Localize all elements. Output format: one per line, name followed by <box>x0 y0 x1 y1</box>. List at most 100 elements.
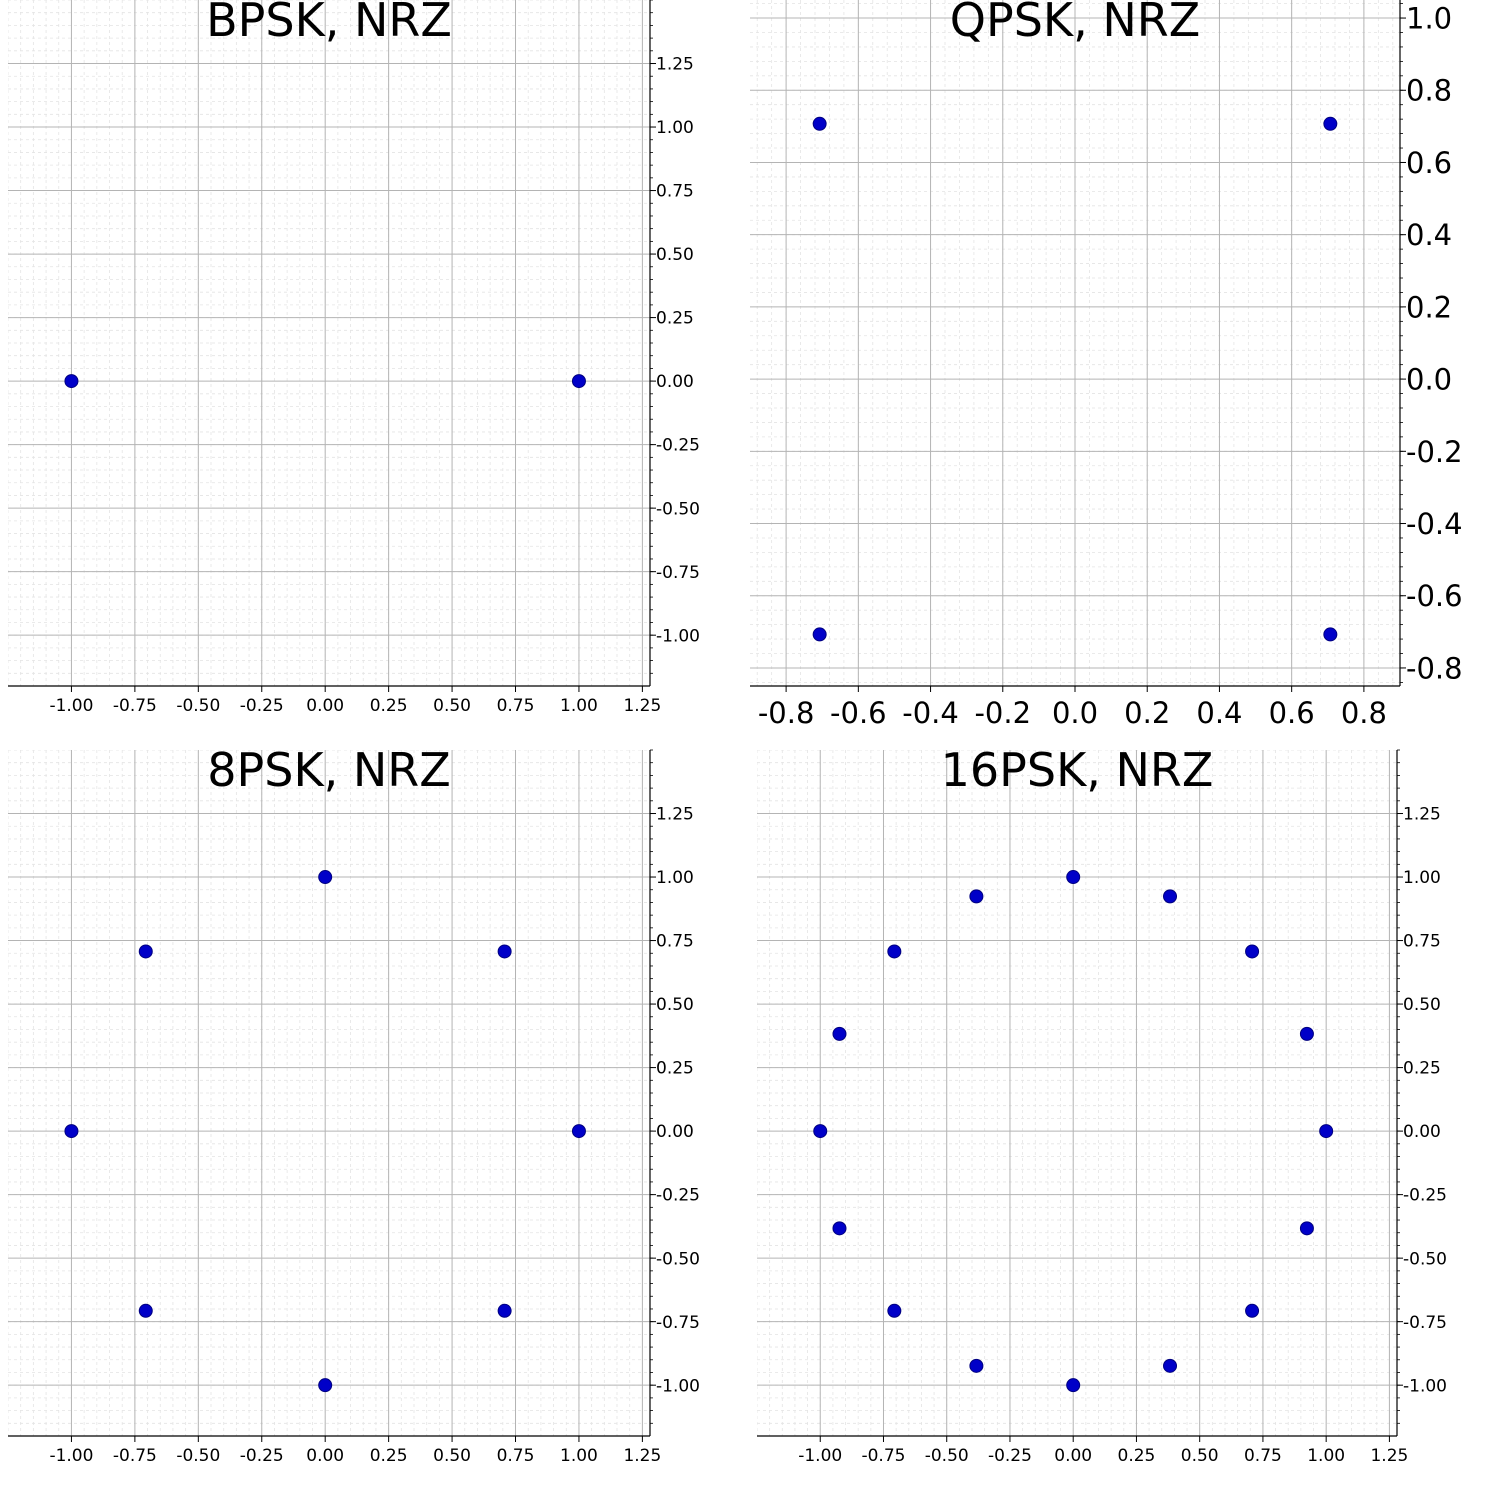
constellation-point <box>812 627 827 642</box>
y-tick-label: -0.75 <box>656 1313 700 1333</box>
x-tick-label: 0.25 <box>370 696 408 716</box>
x-tick-label: 0.25 <box>370 1446 408 1466</box>
constellation-point <box>318 1378 333 1393</box>
constellation-point <box>1319 1124 1334 1139</box>
x-tick-label: -0.25 <box>988 1446 1032 1466</box>
x-tick-label: 0.75 <box>497 696 535 716</box>
y-tick-label: -0.2 <box>1406 435 1463 469</box>
constellation-point <box>887 1303 902 1318</box>
constellation-point <box>1066 1378 1081 1393</box>
constellation-point <box>969 889 984 904</box>
chart-panel-1: -1.00 -0.75 -0.50 -0.25 0.00 0.25 0.50 0.75 1.00… <box>8 0 700 716</box>
y-tick-label: -0.25 <box>656 436 700 456</box>
y-tick-label: 1.0 <box>1406 1 1452 35</box>
x-tick-label: 1.25 <box>623 696 661 716</box>
y-tick-label: 0.25 <box>656 309 694 329</box>
x-tick-label: -0.8 <box>758 696 815 730</box>
constellation-point <box>497 944 512 959</box>
chart-title: 8PSK, NRZ <box>207 743 451 797</box>
x-tick-label: 0.2 <box>1124 696 1170 730</box>
y-tick-label: 0.50 <box>656 995 694 1015</box>
constellation-point <box>318 870 333 885</box>
x-tick-label: 0.75 <box>497 1446 535 1466</box>
constellation-point <box>571 374 586 389</box>
x-tick-label: -0.50 <box>176 1446 220 1466</box>
constellation-point <box>969 1358 984 1373</box>
y-tick-label: 0.50 <box>1403 995 1441 1015</box>
y-tick-label: 1.25 <box>656 805 694 825</box>
x-tick-label: -0.2 <box>974 696 1031 730</box>
constellation-point <box>1245 1303 1260 1318</box>
y-tick-label: -0.25 <box>1403 1186 1447 1206</box>
x-tick-label: -1.00 <box>49 1446 93 1466</box>
y-tick-label: -0.50 <box>656 499 700 519</box>
x-tick-label: 1.25 <box>1370 1446 1408 1466</box>
y-tick-label: -1.00 <box>656 1376 700 1396</box>
x-tick-label: 1.00 <box>560 1446 598 1466</box>
constellation-point <box>64 374 79 389</box>
y-tick-label: -0.75 <box>1403 1313 1447 1333</box>
x-tick-label: -0.75 <box>861 1446 905 1466</box>
constellation-point <box>832 1221 847 1236</box>
y-tick-label: 0.50 <box>656 245 694 265</box>
constellation-point <box>64 1124 79 1139</box>
x-tick-label: 0.0 <box>1052 696 1098 730</box>
constellation-point <box>1323 627 1338 642</box>
x-tick-label: 0.6 <box>1269 696 1315 730</box>
y-tick-label: 1.00 <box>1403 868 1441 888</box>
series-points <box>813 870 1334 1393</box>
y-tick-label: 0.0 <box>1406 363 1452 397</box>
constellation-point <box>1066 870 1081 885</box>
x-tick-label: -1.00 <box>49 696 93 716</box>
y-tick-label: 0.00 <box>656 372 694 392</box>
x-tick-label: 0.8 <box>1341 696 1387 730</box>
constellation-point <box>813 1124 828 1139</box>
y-tick-label: 0.00 <box>1403 1122 1441 1142</box>
constellation-point <box>812 116 827 131</box>
x-tick-label: 0.50 <box>433 1446 471 1466</box>
y-tick-label: 0.25 <box>656 1059 694 1079</box>
y-tick-label: 0.2 <box>1406 290 1452 324</box>
y-tick-label: -0.75 <box>656 563 700 583</box>
chart-title: 16PSK, NRZ <box>941 743 1214 797</box>
y-tick-label: -0.4 <box>1406 507 1463 541</box>
series-points <box>812 116 1338 642</box>
x-tick-label: -0.4 <box>902 696 959 730</box>
y-tick-label: 1.25 <box>1403 805 1441 825</box>
grid <box>750 0 1400 686</box>
y-tick-label: 1.25 <box>656 55 694 75</box>
x-tick-label: 0.25 <box>1118 1446 1156 1466</box>
constellation-point <box>571 1124 586 1139</box>
constellation-point <box>1245 944 1260 959</box>
x-tick-label: 0.50 <box>1181 1446 1219 1466</box>
y-tick-label: -0.6 <box>1406 579 1463 613</box>
constellation-point <box>1299 1221 1314 1236</box>
y-tick-label: 0.75 <box>656 932 694 952</box>
x-tick-label: 1.00 <box>560 696 598 716</box>
grid <box>757 750 1397 1436</box>
x-tick-label: 0.75 <box>1244 1446 1282 1466</box>
x-tick-label: -0.50 <box>925 1446 969 1466</box>
grid <box>8 750 650 1436</box>
y-tick-label: -0.25 <box>656 1186 700 1206</box>
x-tick-label: 0.50 <box>433 696 471 716</box>
x-tick-label: -0.75 <box>113 696 157 716</box>
y-tick-label: -1.00 <box>1403 1376 1447 1396</box>
y-tick-label: 0.75 <box>656 182 694 202</box>
constellation-point <box>1323 116 1338 131</box>
y-tick-label: 0.25 <box>1403 1059 1441 1079</box>
constellation-point <box>887 944 902 959</box>
y-tick-label: -0.8 <box>1406 651 1463 685</box>
x-tick-label: -1.00 <box>798 1446 842 1466</box>
y-tick-label: 0.4 <box>1406 218 1452 252</box>
y-tick-label: 1.00 <box>656 118 694 138</box>
x-tick-label: 1.00 <box>1307 1446 1345 1466</box>
grid <box>8 0 650 686</box>
constellation-point <box>1163 889 1178 904</box>
x-tick-label: -0.75 <box>113 1446 157 1466</box>
y-tick-label: -0.50 <box>1403 1249 1447 1269</box>
chart-title: QPSK, NRZ <box>950 0 1200 47</box>
x-tick-label: -0.25 <box>240 1446 284 1466</box>
constellation-point <box>138 944 153 959</box>
